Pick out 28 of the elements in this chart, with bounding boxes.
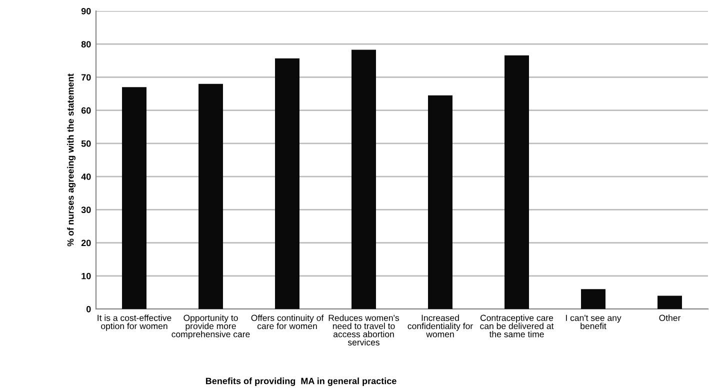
y-axis-title: % of nurses agreeing with the statement: [67, 74, 76, 246]
bar: [428, 95, 452, 309]
bar: [352, 50, 376, 309]
x-tick-label: It is a cost-effective option for women: [98, 314, 172, 331]
y-tick-label: 90: [81, 8, 91, 14]
y-tick-label: 40: [81, 174, 91, 180]
y-tick-label: 10: [82, 272, 91, 280]
bar: [581, 289, 606, 309]
y-tick-label: 20: [81, 240, 91, 246]
y-tick-label: 60: [81, 107, 91, 114]
y-tick-label: 80: [81, 41, 91, 48]
y-tick-label: 70: [81, 74, 91, 81]
x-tick-label: Offers continuity of care for women: [251, 314, 324, 330]
y-tick-label: 50: [81, 140, 91, 147]
x-tick-label: Other: [659, 314, 681, 321]
x-tick-label: Increased confidentiality for women: [408, 314, 473, 338]
y-tick-label: 0: [86, 306, 91, 312]
x-tick-label: Opportunity to provide more comprehensive care: [172, 314, 250, 340]
bar: [275, 58, 300, 309]
bar: [504, 55, 529, 309]
x-tick-label: I can't see any benefit: [566, 314, 622, 330]
bar: [198, 84, 223, 309]
bar: [658, 296, 682, 309]
x-tick-label: Reduces women's need to travel to access abortion services: [328, 314, 400, 346]
bar: [122, 87, 146, 309]
y-tick-label: 30: [81, 206, 91, 214]
x-axis-title: Benefits of providing MA in general practice: [206, 378, 396, 386]
x-tick-label: Contraceptive care can be delivered at the same time: [480, 314, 554, 338]
